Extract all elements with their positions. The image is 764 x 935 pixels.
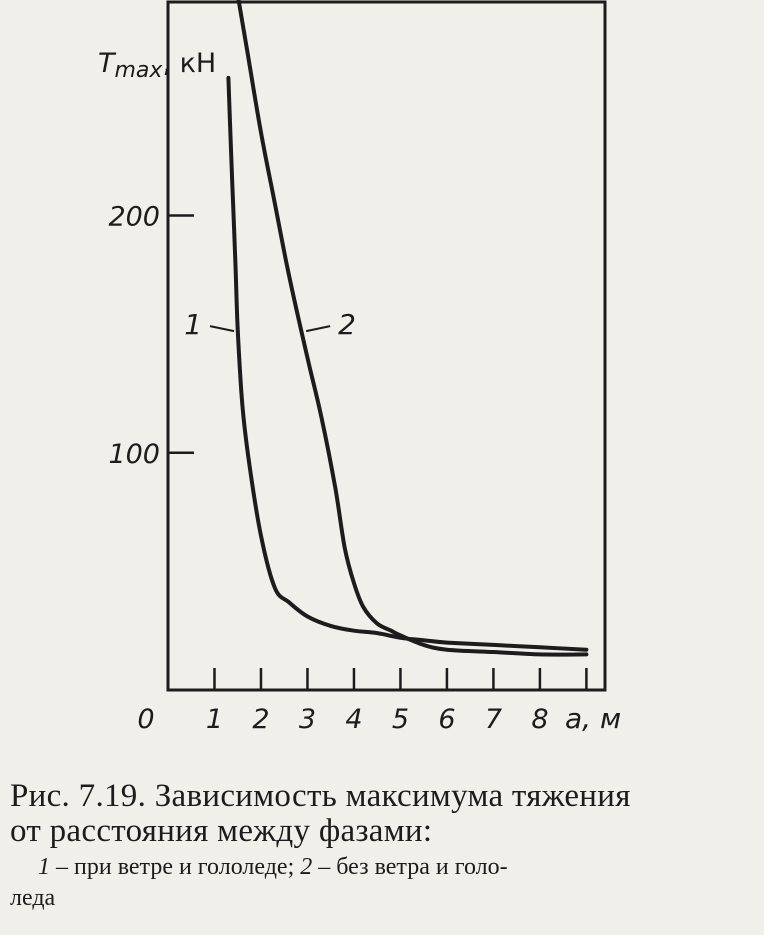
series-1-label: 1	[184, 308, 202, 341]
series-2-line	[236, 0, 589, 657]
x-tick-label-8: 8	[531, 704, 548, 735]
figure-caption-legend: 1 – при ветре и гололеде; 2 – без ветра …	[38, 854, 508, 881]
x-tick-label-3: 3	[299, 704, 316, 735]
legend-number-1: 1	[38, 854, 50, 880]
y-tick-label-100: 100	[108, 439, 160, 470]
x-axis-label: a, м	[565, 702, 621, 735]
series-1-leader	[209, 325, 235, 333]
legend-text-2: – без ветра и голо-	[312, 854, 508, 880]
y-tick-label-200: 200	[108, 202, 160, 233]
x-tick-label-2: 2	[252, 704, 269, 735]
x-tick-label-1: 1	[206, 704, 223, 735]
figure-caption-legend-end: леда	[10, 885, 56, 911]
x-tick-label-0: 0	[137, 704, 154, 735]
x-tick-label-4: 4	[345, 704, 362, 735]
x-tick-label-5: 5	[392, 704, 409, 735]
series-1-line	[226, 75, 589, 652]
series-2-label: 2	[338, 308, 356, 341]
figure-caption-subtitle: от расстояния между фазами:	[10, 813, 433, 849]
figure-caption-title: Рис. 7.19. Зависимость максимума тяжения	[10, 778, 631, 814]
plot-frame	[166, 0, 607, 692]
series-2-leader	[305, 325, 331, 333]
y-axis-label: Tmax, кН	[98, 48, 216, 83]
x-tick-label-6: 6	[438, 704, 455, 735]
x-tick-label-7: 7	[485, 704, 502, 735]
legend-text-1: – при ветре и гололеде;	[50, 854, 301, 880]
legend-number-2: 2	[300, 854, 313, 880]
